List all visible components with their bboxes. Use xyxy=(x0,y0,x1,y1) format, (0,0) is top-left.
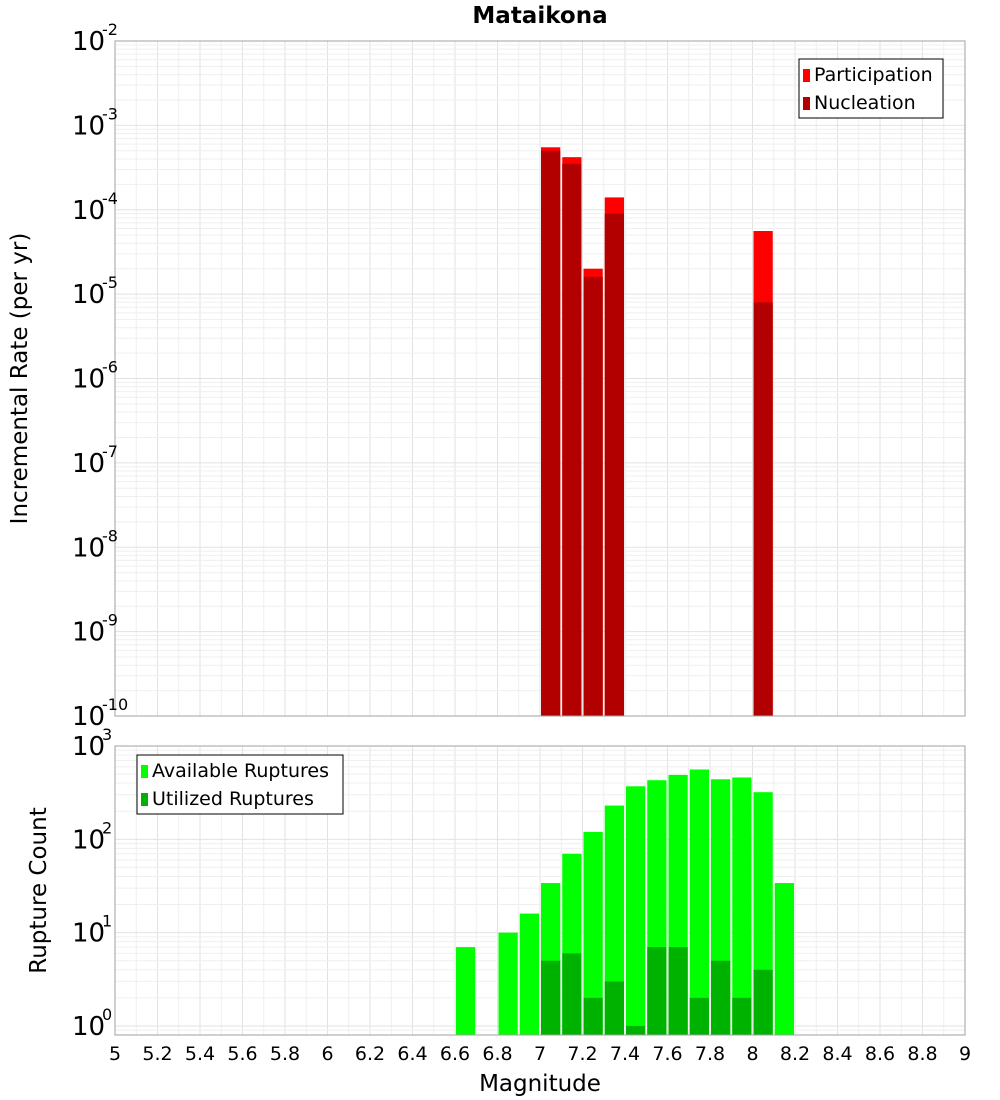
legend-label: Participation xyxy=(814,64,933,86)
legend-swatch xyxy=(803,69,810,82)
legend-swatch xyxy=(141,793,148,806)
x-tick-label: 6.4 xyxy=(397,1043,427,1065)
legend-label: Utilized Ruptures xyxy=(152,788,314,810)
bar-available-ruptures xyxy=(732,777,752,1035)
legend-swatch xyxy=(803,97,810,110)
y-tick-exponent: -9 xyxy=(102,611,118,630)
x-tick-label: 7 xyxy=(534,1043,546,1065)
x-tick-label: 7.4 xyxy=(610,1043,640,1065)
bar-nucleation xyxy=(562,163,582,717)
x-tick-label: 6 xyxy=(321,1043,333,1065)
legend: Participation Nucleation xyxy=(798,58,944,119)
plot-0: 10-1010-910-810-710-610-510-410-310-2Inc… xyxy=(7,20,966,732)
bar-available-ruptures xyxy=(774,883,794,1035)
x-tick-label: 5 xyxy=(109,1043,121,1065)
bar-nucleation xyxy=(753,302,773,716)
x-tick-label: 8.8 xyxy=(907,1043,937,1065)
y-tick-base: 10 xyxy=(72,280,105,310)
y-tick-exponent: 1 xyxy=(102,912,112,931)
y-tick-exponent: -8 xyxy=(102,526,118,545)
bar-available-ruptures xyxy=(583,831,603,1035)
bar-utilized-ruptures xyxy=(604,981,624,1035)
plot-frame xyxy=(114,745,966,1036)
y-tick-base: 10 xyxy=(72,365,105,395)
bar-utilized-ruptures xyxy=(562,953,582,1035)
y-tick-exponent: 3 xyxy=(102,725,112,744)
bar-utilized-ruptures xyxy=(626,1025,646,1035)
y-tick-exponent: -7 xyxy=(102,442,118,461)
x-axis-title: Magnitude xyxy=(479,1071,601,1097)
bar-utilized-ruptures xyxy=(583,997,603,1035)
x-tick-label: 7.6 xyxy=(652,1043,682,1065)
y-tick-exponent: -4 xyxy=(102,189,118,208)
bar-nucleation xyxy=(604,213,624,717)
x-tick-label: 6.2 xyxy=(355,1043,385,1065)
bar-utilized-ruptures xyxy=(753,969,773,1035)
x-tick-label: 6.8 xyxy=(482,1043,512,1065)
bar-available-ruptures xyxy=(456,947,476,1035)
y-tick-exponent: -10 xyxy=(102,695,128,714)
y-tick-exponent: -3 xyxy=(102,104,118,123)
bar-utilized-ruptures xyxy=(732,997,752,1035)
legend-label: Nucleation xyxy=(814,92,916,114)
y-tick-exponent: -2 xyxy=(102,20,118,39)
legend-box xyxy=(136,754,344,815)
legend: Available Ruptures Utilized Ruptures xyxy=(136,754,344,815)
y-tick-base: 10 xyxy=(72,1012,105,1042)
x-tick-label: 5.8 xyxy=(270,1043,300,1065)
chart-title: Mataikona xyxy=(472,3,607,29)
bar-utilized-ruptures xyxy=(668,947,688,1035)
y-tick-base: 10 xyxy=(72,449,105,479)
y-tick-base: 10 xyxy=(72,533,105,563)
bar-nucleation xyxy=(541,150,561,716)
bar-available-ruptures xyxy=(519,913,539,1035)
bar-available-ruptures xyxy=(626,786,646,1035)
y-tick-base: 10 xyxy=(72,27,105,57)
bar-utilized-ruptures xyxy=(689,997,709,1035)
x-tick-label: 8 xyxy=(746,1043,758,1065)
y-tick-exponent: -5 xyxy=(102,273,118,292)
y-tick-base: 10 xyxy=(72,196,105,226)
legend-box xyxy=(798,58,944,119)
y-tick-exponent: 0 xyxy=(102,1005,112,1024)
bar-available-ruptures xyxy=(689,769,709,1035)
x-tick-label: 5.2 xyxy=(142,1043,172,1065)
y-axis-title: Rupture Count xyxy=(26,807,52,973)
x-tick-label: 8.4 xyxy=(822,1043,852,1065)
x-tick-label: 9 xyxy=(959,1043,971,1065)
plot-frame xyxy=(114,40,966,717)
x-tick-label: 7.8 xyxy=(695,1043,725,1065)
y-axis-title: Incremental Rate (per yr) xyxy=(7,233,33,525)
y-tick-base: 10 xyxy=(72,618,105,648)
y-tick-exponent: 2 xyxy=(102,818,112,837)
bar-available-ruptures xyxy=(604,805,624,1035)
y-tick-base: 10 xyxy=(72,111,105,141)
x-tick-label: 8.6 xyxy=(865,1043,895,1065)
bar-nucleation xyxy=(583,276,603,716)
bar-utilized-ruptures xyxy=(711,960,731,1035)
x-tick-label: 7.2 xyxy=(567,1043,597,1065)
bar-utilized-ruptures xyxy=(541,960,561,1035)
y-tick-base: 10 xyxy=(72,825,105,855)
legend-swatch xyxy=(141,765,148,778)
legend-label: Available Ruptures xyxy=(152,760,329,782)
y-tick-base: 10 xyxy=(72,702,105,732)
x-tick-label: 5.6 xyxy=(227,1043,257,1065)
x-tick-label: 5.4 xyxy=(185,1043,215,1065)
bar-available-ruptures xyxy=(498,932,518,1035)
y-tick-base: 10 xyxy=(72,732,105,762)
x-tick-label: 8.2 xyxy=(780,1043,810,1065)
y-tick-exponent: -6 xyxy=(102,358,118,377)
bar-utilized-ruptures xyxy=(647,947,667,1035)
y-tick-base: 10 xyxy=(72,919,105,949)
x-tick-label: 6.6 xyxy=(440,1043,470,1065)
